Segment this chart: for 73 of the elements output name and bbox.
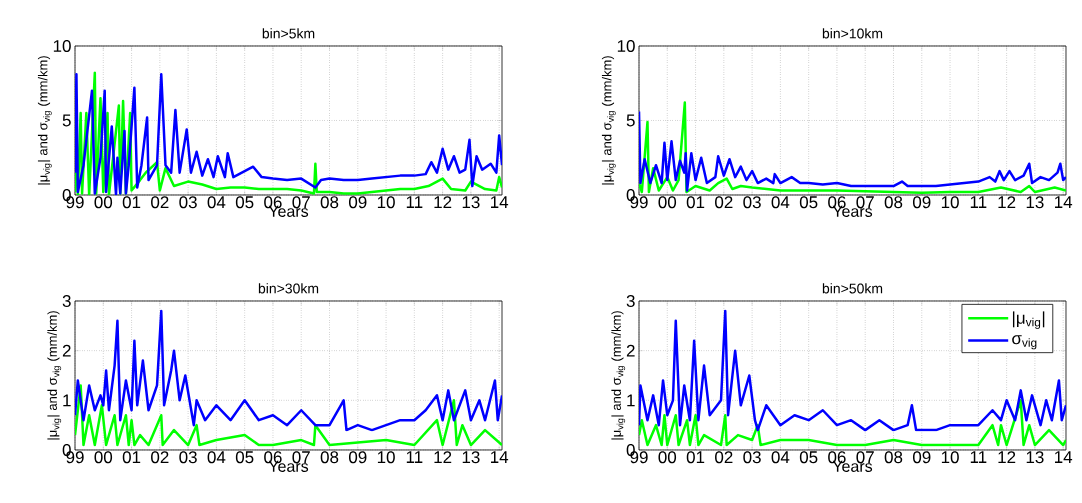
- x-tick-label: 01: [122, 196, 141, 209]
- x-tick-label: 12: [998, 451, 1016, 464]
- x-tick-label: 14: [491, 196, 509, 208]
- x-tick-label: 02: [151, 196, 169, 209]
- x-tick-label: 11: [406, 196, 423, 208]
- y-tick-label: 3: [62, 294, 71, 308]
- x-tick-label: 13: [462, 451, 480, 464]
- x-tick-label: 03: [743, 196, 761, 209]
- x-tick-label: 03: [743, 451, 761, 464]
- y-axis-title: |μ$_{vig}$| and σ$_{vig}$ (mm/km): [601, 56, 616, 185]
- x-tick-label: 03: [179, 196, 197, 209]
- x-tick-label: 01: [686, 196, 705, 209]
- y-tick-label: 5: [62, 114, 71, 127]
- y-axis-title: |μ$_{vig}$| and σ$_{vig}$ (mm/km): [37, 56, 52, 185]
- x-tick-label: 03: [179, 451, 197, 464]
- x-tick-label: 00: [658, 451, 677, 464]
- x-tick-label: 08: [884, 196, 903, 209]
- x-tick-label: 05: [799, 196, 818, 209]
- x-tick-label: 10: [377, 451, 395, 464]
- x-tick-label: 01: [686, 451, 705, 464]
- x-tick-label: 04: [207, 451, 226, 464]
- x-tick-label: 09: [348, 451, 367, 464]
- x-tick-label: 00: [658, 196, 677, 209]
- chart-title: bin>10km: [822, 28, 883, 39]
- x-tick-label: 12: [434, 451, 452, 464]
- chart-title: bin>5km: [262, 28, 315, 39]
- y-axis-title: |μ$_{vig}$| and σ$_{vig}$ (mm/km): [611, 311, 626, 440]
- x-tick-label: 13: [1026, 451, 1044, 464]
- x-tick-label: 09: [912, 451, 931, 464]
- x-tick-label: 12: [434, 196, 452, 209]
- y-tick-label: 2: [62, 344, 71, 357]
- y-tick-label: 5: [626, 114, 635, 127]
- x-tick-label: 00: [94, 196, 113, 209]
- x-tick-label: 05: [799, 451, 818, 464]
- x-tick-label: 02: [715, 451, 733, 464]
- x-tick-label: 05: [235, 196, 254, 209]
- x-tick-label: 09: [912, 196, 931, 209]
- x-tick-label: 11: [970, 196, 987, 208]
- legend-label: σ$_{vig}$: [1012, 335, 1037, 350]
- x-tick-label: 14: [1055, 451, 1073, 463]
- x-tick-label: 11: [970, 451, 987, 463]
- legend-label: |μ$_{vig}$|: [1012, 311, 1045, 329]
- x-tick-label: 10: [941, 196, 959, 209]
- x-tick-label: 04: [771, 196, 790, 209]
- x-tick-label: 04: [207, 196, 226, 209]
- y-tick-label: 1: [627, 394, 635, 407]
- x-tick-label: 05: [235, 451, 254, 464]
- x-tick-label: 13: [462, 196, 480, 209]
- x-tick-label: 12: [998, 196, 1016, 209]
- x-tick-label: 00: [94, 451, 113, 464]
- x-tick-label: 11: [406, 451, 423, 463]
- x-tick-label: 10: [377, 196, 395, 209]
- line-series: [75, 309, 502, 432]
- x-tick-label: 01: [122, 451, 141, 464]
- y-tick-label: 3: [626, 294, 635, 308]
- chart-title: bin>50km: [822, 283, 883, 294]
- x-tick-label: 13: [1026, 196, 1044, 209]
- x-tick-label: 10: [941, 451, 959, 464]
- x-tick-label: 08: [884, 451, 903, 464]
- x-tick-label: 08: [320, 451, 339, 464]
- x-tick-label: 09: [348, 196, 367, 209]
- y-tick-label: 10: [617, 39, 635, 53]
- y-tick-label: 1: [63, 394, 71, 407]
- x-tick-label: 02: [151, 451, 169, 464]
- x-tick-label: 14: [1055, 196, 1073, 208]
- x-tick-label: 14: [491, 451, 509, 463]
- chart-title: bin>30km: [258, 283, 319, 294]
- x-tick-label: 08: [320, 196, 339, 209]
- x-tick-label: 02: [715, 196, 733, 209]
- y-tick-label: 10: [53, 39, 71, 53]
- y-axis-title: |μ$_{vig}$| and σ$_{vig}$ (mm/km): [47, 311, 62, 440]
- x-tick-label: 04: [771, 451, 790, 464]
- y-tick-label: 2: [626, 344, 635, 357]
